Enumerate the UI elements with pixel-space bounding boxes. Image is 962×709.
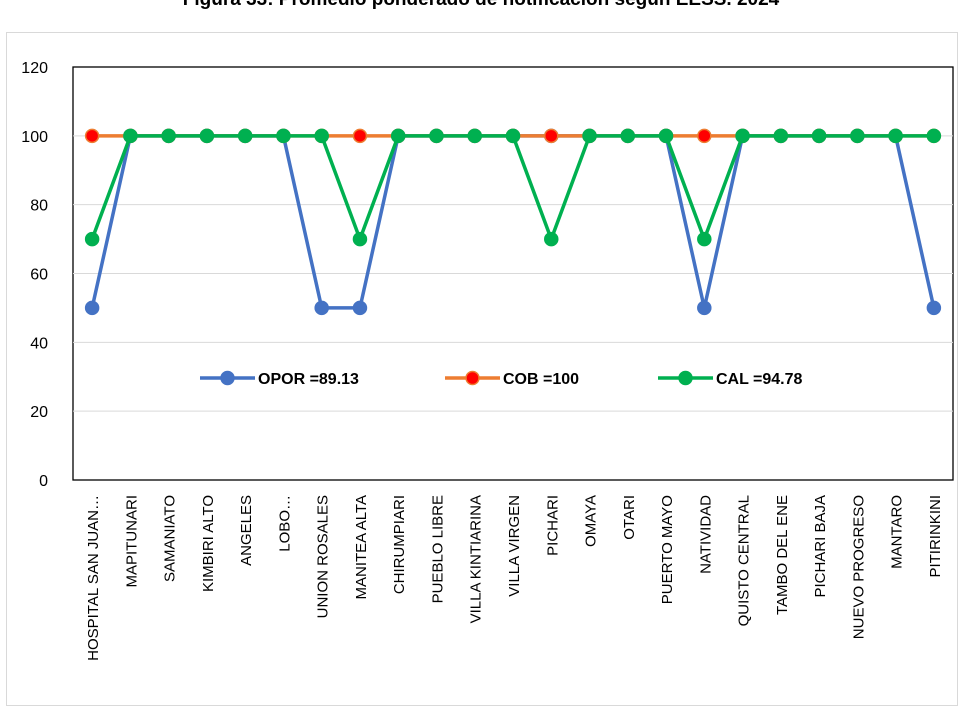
series-3 <box>84 128 942 247</box>
legend-item: COB =100 <box>445 370 579 388</box>
series-1 <box>84 128 942 316</box>
chart-title: Figura 33: Promedio ponderado de notific… <box>0 0 962 11</box>
data-point <box>850 128 865 144</box>
y-tick-label: 80 <box>30 198 48 215</box>
x-tick-label: TAMBO DEL ENE <box>774 495 791 615</box>
x-tick-label: OTARI <box>621 495 638 540</box>
data-point <box>697 128 712 144</box>
x-tick-label: MANITEA ALTA <box>353 495 370 599</box>
x-tick-label: PUEBLO LIBRE <box>429 495 446 603</box>
data-point <box>658 128 674 144</box>
y-tick-label: 60 <box>30 267 48 284</box>
x-tick-label: QUISTO CENTRAL <box>736 495 753 626</box>
y-tick-label: 40 <box>30 335 48 352</box>
legend-label: OPOR =89.13 <box>258 371 359 388</box>
legend-item: CAL =94.78 <box>658 370 803 388</box>
data-point <box>888 128 903 144</box>
legend-label: CAL =94.78 <box>716 371 803 388</box>
x-tick-label: PICHARI <box>544 495 561 556</box>
x-tick-label: SAMANIATO <box>162 495 179 582</box>
data-point <box>620 128 636 144</box>
series-line <box>90 134 936 310</box>
x-tick-label: MANTARO <box>889 495 906 569</box>
legend-label: COB =100 <box>503 371 579 388</box>
data-point <box>926 128 942 144</box>
data-point <box>811 128 827 144</box>
x-tick-label: NUEVO PROGRESO <box>850 495 867 639</box>
series-line <box>90 134 934 241</box>
y-axis-ticks: 0 20 40 60 80 100 120 <box>21 60 48 490</box>
data-point <box>314 128 329 144</box>
y-tick-label: 120 <box>21 60 48 77</box>
x-tick-label: PICHARI BAJA <box>812 495 829 598</box>
data-point <box>390 128 406 144</box>
data-point <box>84 300 100 316</box>
x-tick-label: VILLA VIRGEN <box>506 495 523 597</box>
data-point <box>544 231 559 247</box>
x-tick-label: PUERTO MAYO <box>659 495 676 604</box>
x-tick-label: LOBO… <box>276 495 293 552</box>
data-point <box>123 128 138 144</box>
data-point <box>276 128 291 144</box>
legend-marker <box>220 370 235 386</box>
data-point <box>429 128 444 144</box>
data-point <box>161 128 176 144</box>
x-tick-label: MAPITUNARI <box>123 495 140 588</box>
data-point <box>926 300 942 316</box>
x-tick-label: KIMBIRI ALTO <box>200 495 217 592</box>
x-tick-label: PITIRINKINI <box>927 495 944 578</box>
legend-item: OPOR =89.13 <box>200 370 359 388</box>
data-point <box>84 231 100 247</box>
x-tick-label: HOSPITAL SAN JUAN… <box>85 495 102 661</box>
data-point <box>314 300 329 316</box>
y-tick-label: 20 <box>30 404 48 421</box>
series-lines <box>84 128 942 316</box>
y-tick-label: 100 <box>21 129 48 146</box>
x-tick-label: VILLA KINTIARINA <box>468 495 485 623</box>
data-point <box>773 128 789 144</box>
data-point <box>467 128 482 144</box>
x-axis-ticks: HOSPITAL SAN JUAN… MAPITUNARI SAMANIATO KIM… <box>85 495 944 661</box>
legend-marker <box>465 370 480 386</box>
x-tick-label: ANGELES <box>238 495 255 566</box>
data-point <box>505 128 521 144</box>
data-point <box>544 128 559 144</box>
x-tick-label: OMAYA <box>583 495 600 547</box>
y-tick-label: 0 <box>39 473 48 490</box>
data-point <box>84 128 100 144</box>
data-point <box>237 128 253 144</box>
x-tick-label: UNION ROSALES <box>315 495 332 618</box>
data-point <box>582 128 597 144</box>
legend-marker <box>678 370 693 386</box>
data-point <box>697 300 712 316</box>
data-point <box>352 128 368 144</box>
chart-area <box>6 32 958 706</box>
data-point <box>697 231 712 247</box>
data-point <box>352 300 368 316</box>
x-tick-label: CHIRUMPIARI <box>391 495 408 594</box>
data-point <box>352 231 368 247</box>
x-tick-label: NATIVIDAD <box>697 495 714 574</box>
legend: OPOR =89.13 COB =100 CAL =94.78 <box>200 370 803 388</box>
data-point <box>199 128 215 144</box>
data-point <box>735 128 750 144</box>
